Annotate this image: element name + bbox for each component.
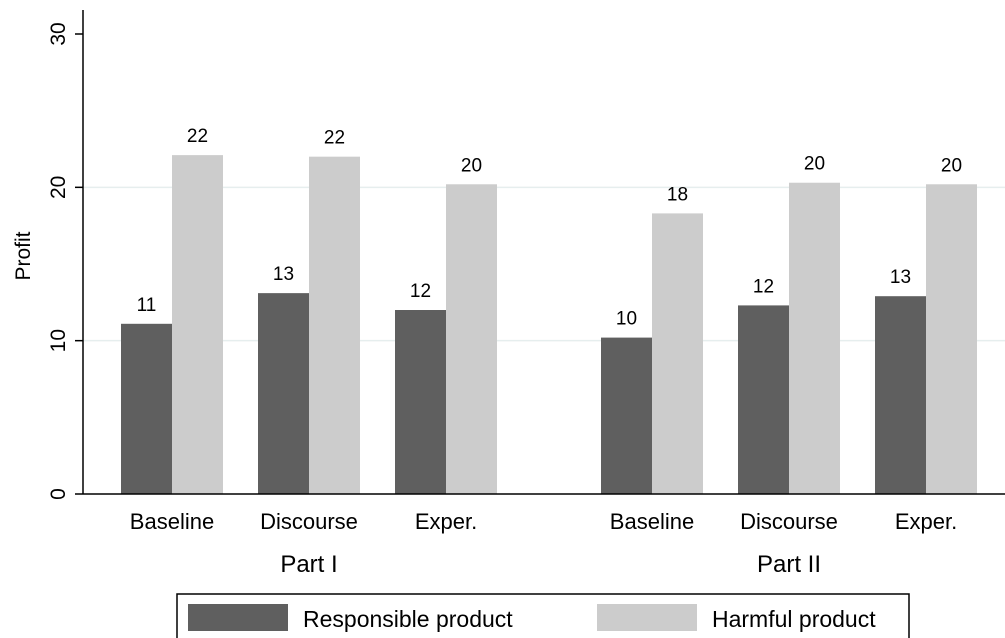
group-label: Part II xyxy=(757,551,821,578)
bar-value-label: 18 xyxy=(667,184,688,205)
x-tick-label: Exper. xyxy=(415,509,477,534)
bar xyxy=(738,305,789,494)
bar xyxy=(309,156,360,494)
y-tick-label: 10 xyxy=(47,329,70,352)
bar-value-label: 11 xyxy=(137,295,157,316)
x-tick-label: Discourse xyxy=(260,509,358,534)
legend: Responsible product Harmful product xyxy=(176,593,910,638)
bar xyxy=(601,337,652,494)
bar-value-label: 20 xyxy=(804,154,825,175)
bar-value-label: 13 xyxy=(273,264,294,285)
bar xyxy=(172,155,223,494)
y-axis-label: Profit xyxy=(12,231,35,280)
x-tick-label: Baseline xyxy=(130,509,214,534)
bar xyxy=(446,184,497,494)
gridlines xyxy=(83,186,1005,342)
legend-swatch xyxy=(597,604,697,631)
y-tick-label: 30 xyxy=(47,22,70,45)
x-tick-label: Discourse xyxy=(740,509,838,534)
bar-value-label: 22 xyxy=(324,128,345,149)
bar-value-labels: 11 22 13 22 12 20 10 18 12 20 13 20 xyxy=(137,126,962,329)
x-tick-label: Exper. xyxy=(895,509,957,534)
bar xyxy=(926,184,977,494)
bar-value-label: 22 xyxy=(187,126,208,147)
bar xyxy=(652,213,703,494)
legend-label: Responsible product xyxy=(303,606,513,632)
x-tick-label: Baseline xyxy=(610,509,694,534)
group-label: Part I xyxy=(280,551,337,578)
bar-value-label: 20 xyxy=(461,155,482,176)
bar-value-label: 12 xyxy=(753,276,774,297)
bar xyxy=(875,296,926,494)
bar-value-label: 20 xyxy=(941,155,962,176)
y-tick-label: 0 xyxy=(47,488,70,500)
bar-value-label: 10 xyxy=(616,309,637,330)
bar xyxy=(395,310,446,494)
bars xyxy=(121,155,977,494)
y-tick-label: 20 xyxy=(47,176,70,199)
legend-box xyxy=(176,593,910,638)
bar-value-label: 12 xyxy=(410,281,431,302)
bar xyxy=(258,293,309,494)
bar xyxy=(121,323,172,494)
axes: 0 10 20 30 Baseline Discourse Exper. Part I Base… xyxy=(47,10,1005,578)
bar-value-label: 13 xyxy=(890,267,911,288)
legend-label: Harmful product xyxy=(712,606,876,632)
bar xyxy=(789,182,840,494)
legend-swatch xyxy=(188,604,288,631)
